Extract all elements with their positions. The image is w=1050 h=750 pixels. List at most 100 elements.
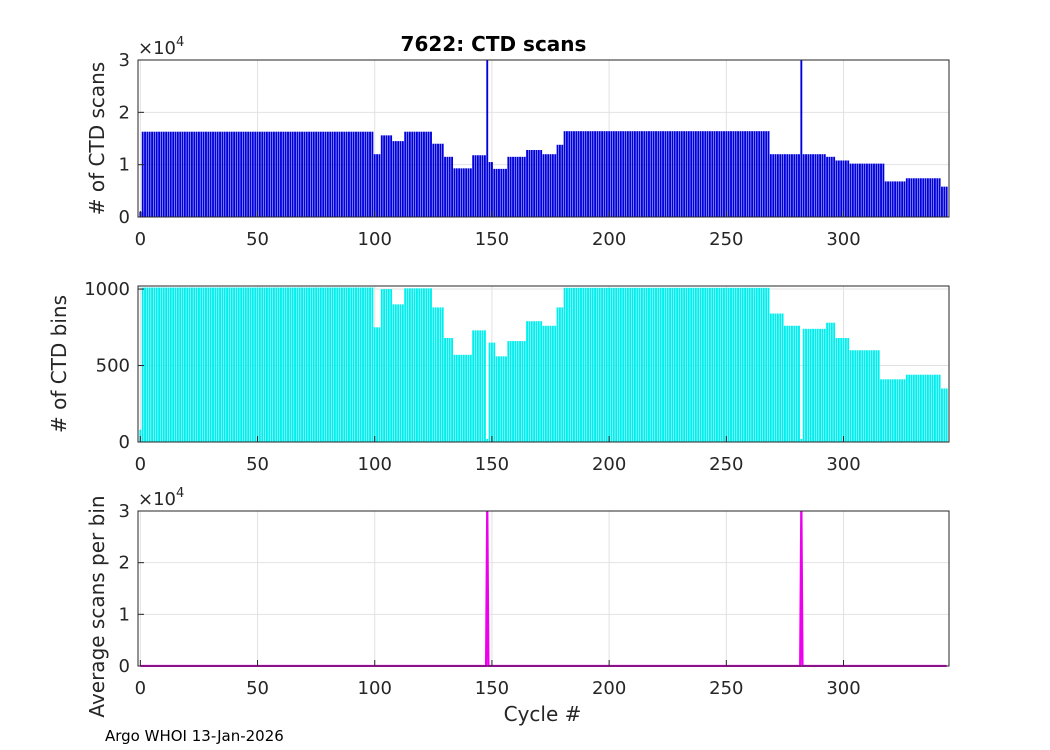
bar-scans-cycle-179 — [558, 144, 561, 217]
bar-bins-cycle-192 — [589, 287, 592, 442]
bar-bins-cycle-53 — [263, 287, 266, 442]
bar-scans-cycle-48 — [251, 131, 254, 217]
bar-bins-cycle-242 — [706, 287, 709, 442]
bar-bins-cycle-328 — [908, 374, 911, 442]
bar-scans-cycle-109 — [394, 141, 397, 217]
bar-scans-cycle-310 — [866, 163, 868, 217]
bar-bins-cycle-128 — [439, 307, 442, 442]
bar-scans-cycle-17 — [179, 131, 182, 217]
bar-scans-cycle-23 — [193, 131, 196, 217]
bar-scans-cycle-210 — [631, 131, 634, 217]
bar-scans-cycle-186 — [575, 131, 578, 217]
bar-bins-cycle-294 — [828, 322, 831, 442]
bar-scans-cycle-281 — [798, 154, 800, 217]
bar-scans-cycle-38 — [228, 131, 231, 217]
bar-scans-cycle-245 — [713, 131, 716, 217]
bar-scans-cycle-239 — [699, 131, 702, 217]
bar-scans-cycle-217 — [648, 131, 650, 217]
x-tick-label: 200 — [592, 678, 626, 699]
bar-scans-cycle-338 — [931, 178, 934, 217]
bar-scans-cycle-126 — [434, 143, 437, 217]
bar-bins-cycle-45 — [244, 287, 247, 442]
bar-bins-cycle-300 — [842, 338, 845, 442]
bar-bins-cycle-315 — [877, 350, 880, 442]
bar-bins-cycle-171 — [540, 321, 543, 442]
bar-bins-cycle-30 — [209, 287, 212, 442]
bar-bins-cycle-344 — [945, 388, 948, 442]
bar-scans-cycle-5 — [151, 131, 154, 217]
bar-bins-cycle-190 — [584, 287, 587, 442]
bar-scans-cycle-40 — [233, 131, 236, 217]
axes-box — [137, 285, 950, 443]
bar-scans-cycle-333 — [919, 178, 922, 217]
bar-scans-cycle-72 — [308, 131, 311, 217]
bar-bins-cycle-240 — [701, 287, 704, 442]
bar-scans-cycle-309 — [863, 163, 866, 217]
bar-scans-cycle-133 — [451, 156, 454, 217]
y-tick-label: 0 — [119, 656, 130, 677]
bar-bins-cycle-308 — [861, 350, 864, 442]
bar-scans-cycle-250 — [725, 131, 728, 217]
bar-scans-cycle-103 — [380, 135, 383, 217]
bar-scans-cycle-289 — [816, 154, 819, 217]
bar-scans-cycle-242 — [706, 131, 709, 217]
bar-scans-cycle-251 — [727, 131, 730, 217]
bar-bins-cycle-68 — [298, 287, 301, 442]
bar-scans-cycle-343 — [943, 186, 946, 217]
bar-bins-cycle-72 — [308, 287, 311, 442]
bar-scans-cycle-320 — [889, 181, 892, 217]
bar-bins-cycle-149 — [488, 342, 491, 442]
bar-bins-cycle-200 — [608, 287, 611, 442]
x-tick-label: 150 — [475, 678, 509, 699]
bar-scans-cycle-207 — [624, 131, 627, 217]
bar-bins-cycle-197 — [601, 287, 604, 442]
bar-scans-cycle-66 — [294, 131, 296, 217]
bar-scans-cycle-161 — [516, 156, 519, 217]
bar-scans-cycle-12 — [167, 131, 170, 217]
bar-bins-cycle-127 — [437, 307, 439, 442]
y-exponent-label: ×104 — [138, 35, 184, 59]
bar-bins-cycle-312 — [870, 350, 873, 442]
bar-scans-cycle-330 — [912, 178, 915, 217]
bar-bins-cycle-89 — [348, 287, 350, 442]
bar-bins-cycle-91 — [352, 287, 355, 442]
bar-bins-cycle-69 — [301, 287, 304, 442]
bar-bins-cycle-101 — [376, 327, 379, 442]
bar-scans-cycle-221 — [657, 131, 660, 217]
bar-bins-cycle-303 — [849, 350, 852, 442]
bar-bins-cycle-5 — [151, 287, 154, 442]
bar-scans-cycle-291 — [821, 154, 824, 217]
bar-bins-cycle-289 — [816, 328, 819, 442]
bar-scans-cycle-180 — [561, 144, 564, 217]
bar-scans-cycle-203 — [615, 131, 618, 217]
bar-bins-cycle-6 — [153, 287, 156, 442]
bar-bins-cycle-317 — [882, 379, 885, 442]
axes-box — [137, 510, 950, 667]
bar-bins-cycle-7 — [155, 287, 158, 442]
bar-bins-cycle-168 — [533, 321, 536, 442]
bar-bins-cycle-144 — [476, 330, 479, 442]
x-tick-label: 300 — [826, 678, 860, 699]
x-tick-label: 300 — [826, 454, 860, 475]
bar-scans-cycle-25 — [198, 131, 200, 217]
bar-scans-cycle-293 — [826, 156, 829, 217]
bar-scans-cycle-3 — [146, 131, 149, 217]
bar-bins-cycle-272 — [776, 313, 779, 442]
bar-bins-cycle-247 — [718, 287, 721, 442]
bar-scans-cycle-294 — [828, 156, 831, 217]
bar-scans-cycle-15 — [174, 131, 177, 217]
bar-bins-cycle-57 — [273, 287, 275, 442]
bar-scans-cycle-259 — [746, 131, 749, 217]
bar-scans-cycle-37 — [226, 131, 229, 217]
bar-bins-cycle-125 — [432, 307, 435, 442]
bar-bins-cycle-257 — [741, 287, 744, 442]
bar-bins-cycle-330 — [912, 374, 915, 442]
bar-bins-cycle-185 — [573, 287, 575, 442]
bar-bins-cycle-342 — [941, 388, 943, 442]
bar-scans-cycle-278 — [791, 154, 793, 217]
bar-scans-cycle-1 — [141, 131, 144, 217]
bar-scans-cycle-153 — [498, 168, 500, 217]
bar-bins-cycle-170 — [537, 321, 540, 442]
bar-scans-cycle-62 — [284, 131, 287, 217]
